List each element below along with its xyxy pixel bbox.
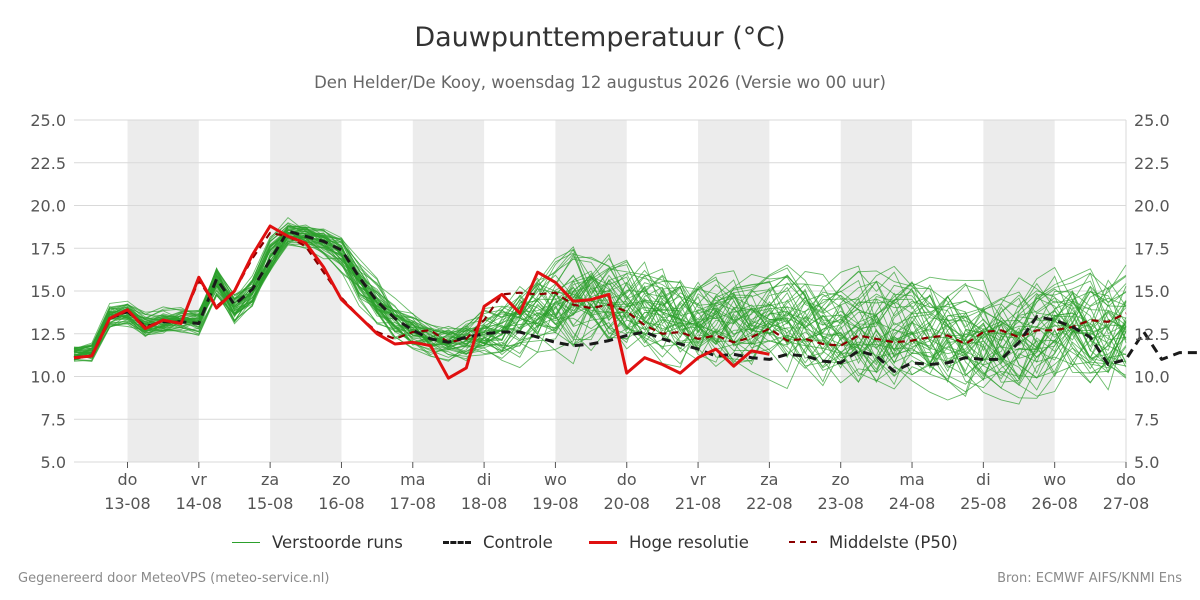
y-tick-label-right: 12.5 <box>1134 325 1170 344</box>
x-tick-day: zo <box>832 470 850 489</box>
legend-label-median: Middelste (P50) <box>829 532 958 552</box>
y-tick-label-right: 5.0 <box>1134 453 1159 472</box>
x-tick-day: di <box>477 470 492 489</box>
legend-swatch-hires <box>589 540 617 544</box>
ensemble-member-line <box>73 225 1127 365</box>
x-tick-date: 21-08 <box>675 494 722 513</box>
x-tick-date: 26-08 <box>1031 494 1078 513</box>
legend-label-hires: Hoge resolutie <box>629 532 749 552</box>
x-tick-day: ma <box>400 470 425 489</box>
y-tick-label-right: 7.5 <box>1134 410 1159 429</box>
y-tick-label-left: 7.5 <box>41 410 66 429</box>
legend-item-ensemble: Verstoorde runs <box>232 530 403 554</box>
ensemble-member-line <box>73 231 1127 382</box>
series-line-hoge-resolutie <box>73 224 770 380</box>
x-tick-date: 17-08 <box>390 494 437 513</box>
legend-item-median: Middelste (P50) <box>789 530 958 554</box>
chart-subtitle: Den Helder/De Kooy, woensdag 12 augustus… <box>314 73 886 92</box>
x-tick-date: 15-08 <box>247 494 294 513</box>
legend-label-control: Controle <box>483 532 553 552</box>
y-tick-label-left: 22.5 <box>30 154 66 173</box>
legend-label-ensemble: Verstoorde runs <box>272 532 403 552</box>
x-tick-day: do <box>1116 470 1136 489</box>
x-tick-date: 16-08 <box>318 494 365 513</box>
x-tick-date: 20-08 <box>603 494 650 513</box>
y-tick-label-right: 22.5 <box>1134 154 1170 173</box>
ensemble-member-line <box>73 234 1127 384</box>
chart-title: Dauwpunttemperatuur (°C) <box>414 22 786 53</box>
x-tick-date: 14-08 <box>176 494 223 513</box>
x-tick-date: 24-08 <box>889 494 936 513</box>
ensemble-member-line <box>73 235 1127 375</box>
x-tick-date: 27-08 <box>1103 494 1150 513</box>
y-tick-label-left: 17.5 <box>30 239 66 258</box>
x-tick-date: 25-08 <box>960 494 1007 513</box>
ensemble-member-line <box>73 233 1127 361</box>
x-tick-date: 18-08 <box>461 494 508 513</box>
legend-swatch-ensemble <box>232 541 260 543</box>
legend-item-hires: Hoge resolutie <box>589 530 749 554</box>
y-tick-label-right: 25.0 <box>1134 111 1170 130</box>
ensemble-member-line <box>73 228 1127 352</box>
chart-svg: 5.0 5.0 7.5 7.5 10.0 10.0 12.5 12.5 15.0 15.0 17.5… <box>30 111 1200 513</box>
x-tick-day: do <box>617 470 637 489</box>
x-tick-day: do <box>118 470 138 489</box>
x-tick-day: za <box>261 470 279 489</box>
ensemble-member-line <box>73 224 1127 362</box>
axes: 5.0 5.0 7.5 7.5 10.0 10.0 12.5 12.5 15.0 15.0 17.5… <box>30 111 1169 513</box>
ensemble-member-line <box>73 233 1127 380</box>
x-tick-day: zo <box>332 470 350 489</box>
x-tick-day: ma <box>899 470 924 489</box>
x-tick-day: za <box>760 470 778 489</box>
x-tick-day: wo <box>544 470 567 489</box>
y-tick-label-left: 15.0 <box>30 282 66 301</box>
x-tick-day: vr <box>191 470 207 489</box>
ensemble-runs <box>73 216 1127 405</box>
legend: Verstoorde runs Controle Hoge resolutie … <box>0 530 1200 554</box>
footer-source: Bron: ECMWF AIFS/KNMI Ens <box>997 571 1182 586</box>
ensemble-member-line <box>73 222 1127 371</box>
y-tick-label-right: 15.0 <box>1134 282 1170 301</box>
ensemble-member-line <box>73 232 1127 387</box>
y-tick-label-left: 25.0 <box>30 111 66 130</box>
ensemble-member-line <box>73 225 1127 374</box>
x-tick-date: 22-08 <box>746 494 793 513</box>
ensemble-member-line <box>73 223 1127 363</box>
x-tick-day: di <box>976 470 991 489</box>
x-tick-date: 13-08 <box>104 494 151 513</box>
x-tick-date: 23-08 <box>817 494 864 513</box>
legend-swatch-median <box>789 541 817 543</box>
y-tick-label-right: 17.5 <box>1134 239 1170 258</box>
y-tick-label-left: 5.0 <box>41 453 66 472</box>
y-tick-label-left: 10.0 <box>30 368 66 387</box>
ensemble-member-line <box>73 242 1127 401</box>
x-tick-day: wo <box>1043 470 1066 489</box>
x-tick-day: vr <box>690 470 706 489</box>
y-tick-label-left: 12.5 <box>30 325 66 344</box>
y-tick-label-right: 10.0 <box>1134 368 1170 387</box>
y-tick-label-left: 20.0 <box>30 197 66 216</box>
footer-generated-by: Gegenereerd door MeteoVPS (meteo-service… <box>18 571 330 586</box>
legend-item-control: Controle <box>443 530 553 554</box>
y-tick-label-right: 20.0 <box>1134 197 1170 216</box>
legend-swatch-control <box>443 540 471 544</box>
main-series <box>73 224 1200 380</box>
x-tick-date: 19-08 <box>532 494 579 513</box>
